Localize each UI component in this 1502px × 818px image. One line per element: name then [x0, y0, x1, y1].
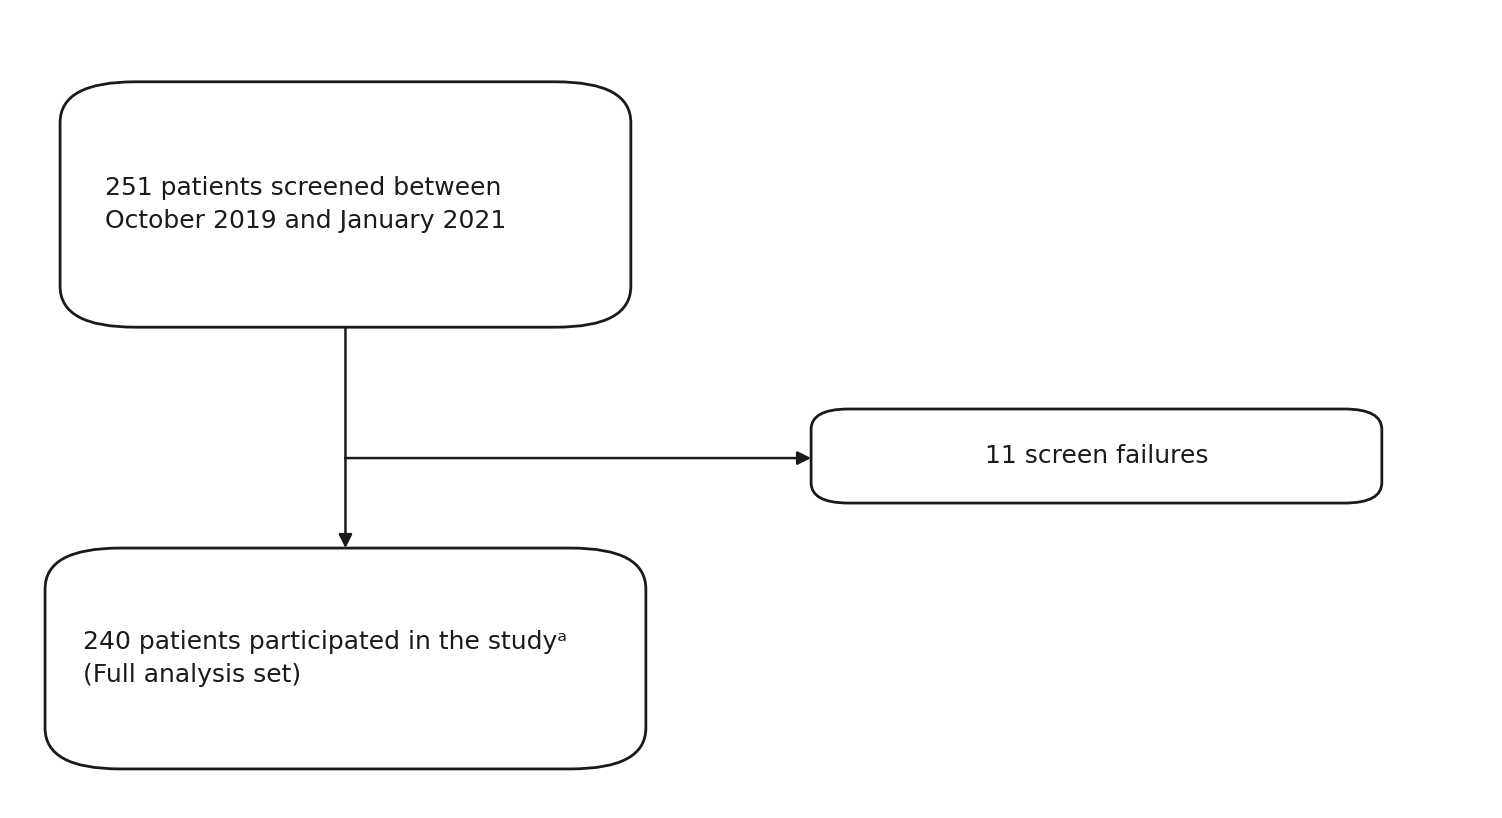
Text: 240 patients participated in the studyᵃ
(Full analysis set): 240 patients participated in the studyᵃ … [83, 630, 566, 687]
FancyBboxPatch shape [60, 82, 631, 327]
FancyBboxPatch shape [45, 548, 646, 769]
Text: 251 patients screened between
October 2019 and January 2021: 251 patients screened between October 20… [105, 176, 506, 233]
FancyBboxPatch shape [811, 409, 1382, 503]
Text: 11 screen failures: 11 screen failures [985, 444, 1208, 468]
